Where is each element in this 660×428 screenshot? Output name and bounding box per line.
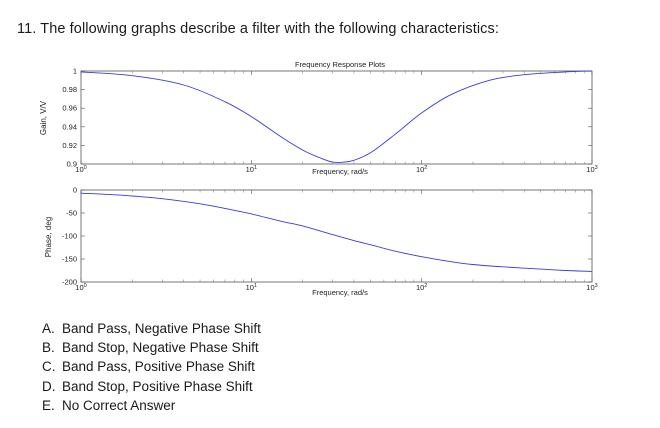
phase-panel: -200 -150 -100 -50 0 100 101 102 103 xyxy=(62,186,598,293)
option-text: Band Stop, Negative Phase Shift xyxy=(62,340,259,356)
phase-series-line xyxy=(80,192,593,272)
option-e[interactable]: E. No Correct Answer xyxy=(42,396,261,415)
gain-x-tick-label: 100 xyxy=(75,165,86,174)
phase-x-tick-label: 103 xyxy=(586,283,597,292)
gain-x-tick-label: 103 xyxy=(586,165,597,174)
option-a[interactable]: A. Band Pass, Negative Phase Shift xyxy=(42,319,261,338)
gain-y-tick-label: 0.94 xyxy=(62,122,77,131)
phase-y-tick-label: -150 xyxy=(62,255,77,264)
gain-series-line xyxy=(80,70,593,163)
phase-y-tick-label: 0 xyxy=(73,186,77,195)
gain-x-tick-label: 102 xyxy=(416,165,427,174)
gain-y-tick-label: 0.9 xyxy=(67,160,77,169)
option-letter: A. xyxy=(42,321,55,336)
option-d[interactable]: D. Band Stop, Positive Phase Shift xyxy=(42,377,261,396)
option-text: Band Pass, Positive Phase Shift xyxy=(62,359,255,375)
gain-x-axis-label: Frequency, rad/s xyxy=(312,167,368,176)
phase-x-tick-label: 102 xyxy=(416,283,427,292)
phase-x-axis-label: Frequency, rad/s xyxy=(312,288,368,297)
phase-x-tick-label: 101 xyxy=(246,283,257,292)
gain-panel: 0.9 0.92 0.94 0.96 0.98 1 100 101 102 103 xyxy=(62,67,597,175)
option-b[interactable]: B. Band Stop, Negative Phase Shift xyxy=(42,338,261,357)
phase-y-tick-label: -50 xyxy=(66,209,77,218)
gain-y-tick-label: 0.96 xyxy=(62,104,77,113)
option-letter: C. xyxy=(42,359,56,375)
option-text: No Correct Answer xyxy=(62,397,176,413)
question-text: 11. The following graphs describe a filt… xyxy=(17,21,499,37)
phase-axis-label: Phase, deg xyxy=(44,217,53,257)
phase-x-tick-label: 100 xyxy=(75,283,86,292)
gain-axis-label: Gain, V/V xyxy=(39,100,48,135)
answer-options: A. Band Pass, Negative Phase Shift B. Band… xyxy=(42,319,261,415)
phase-y-tick-label: -100 xyxy=(62,232,77,241)
phase-y-tick-label: -200 xyxy=(62,278,77,287)
frequency-response-figure: Frequency Response Plots Gain, V/V Frequ… xyxy=(39,60,598,297)
gain-y-tick-label: 1 xyxy=(73,67,77,76)
chart-title: Frequency Response Plots xyxy=(295,60,385,69)
option-letter: B. xyxy=(42,340,55,356)
gain-y-tick-label: 0.98 xyxy=(62,85,77,94)
option-text: Band Stop, Positive Phase Shift xyxy=(62,378,253,394)
gain-plot-frame xyxy=(80,70,593,165)
option-letter: E. xyxy=(42,397,55,413)
option-letter: D. xyxy=(42,378,56,394)
gain-x-tick-label: 101 xyxy=(246,165,257,174)
option-text: Band Pass, Negative Phase Shift xyxy=(62,321,261,336)
option-c[interactable]: C. Band Pass, Positive Phase Shift xyxy=(42,357,261,376)
gain-y-tick-label: 0.92 xyxy=(62,141,77,150)
